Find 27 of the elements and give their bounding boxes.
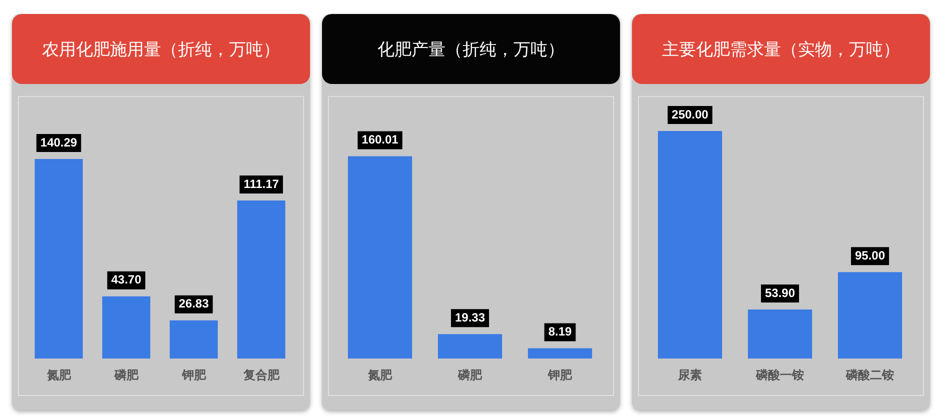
chart-title: 化肥产量（折纯，万吨） <box>322 14 620 84</box>
x-tick-label: 磷酸一铵 <box>755 368 804 382</box>
data-label: 8.19 <box>548 324 572 339</box>
data-label: 140.29 <box>40 135 78 150</box>
bar <box>102 296 150 359</box>
x-tick-label: 钾肥 <box>547 368 573 382</box>
chart-title: 农用化肥施用量（折纯，万吨） <box>12 14 310 84</box>
data-label: 250.00 <box>672 107 709 122</box>
x-tick-label: 氮肥 <box>46 368 72 382</box>
bar <box>237 200 286 359</box>
x-tick-label: 氮肥 <box>367 368 393 382</box>
x-tick-label: 磷酸二铵 <box>845 368 894 382</box>
data-label: 19.33 <box>454 310 486 324</box>
data-label: 26.83 <box>178 296 210 311</box>
x-tick-label: 磷肥 <box>457 368 483 382</box>
data-label: 111.17 <box>244 176 280 191</box>
x-tick-label: 磷肥 <box>113 368 140 382</box>
data-label: 43.70 <box>111 272 142 287</box>
chart-title: 主要化肥需求量（实物，万吨） <box>632 14 930 84</box>
data-label: 53.90 <box>764 286 796 300</box>
x-tick-label: 尿素 <box>677 368 702 382</box>
bar <box>170 320 218 359</box>
bar <box>34 159 83 359</box>
x-tick-label: 钾肥 <box>180 368 207 382</box>
data-label: 95.00 <box>854 248 886 262</box>
x-tick-label: 复合肥 <box>242 368 280 382</box>
data-label: 160.01 <box>362 132 399 147</box>
